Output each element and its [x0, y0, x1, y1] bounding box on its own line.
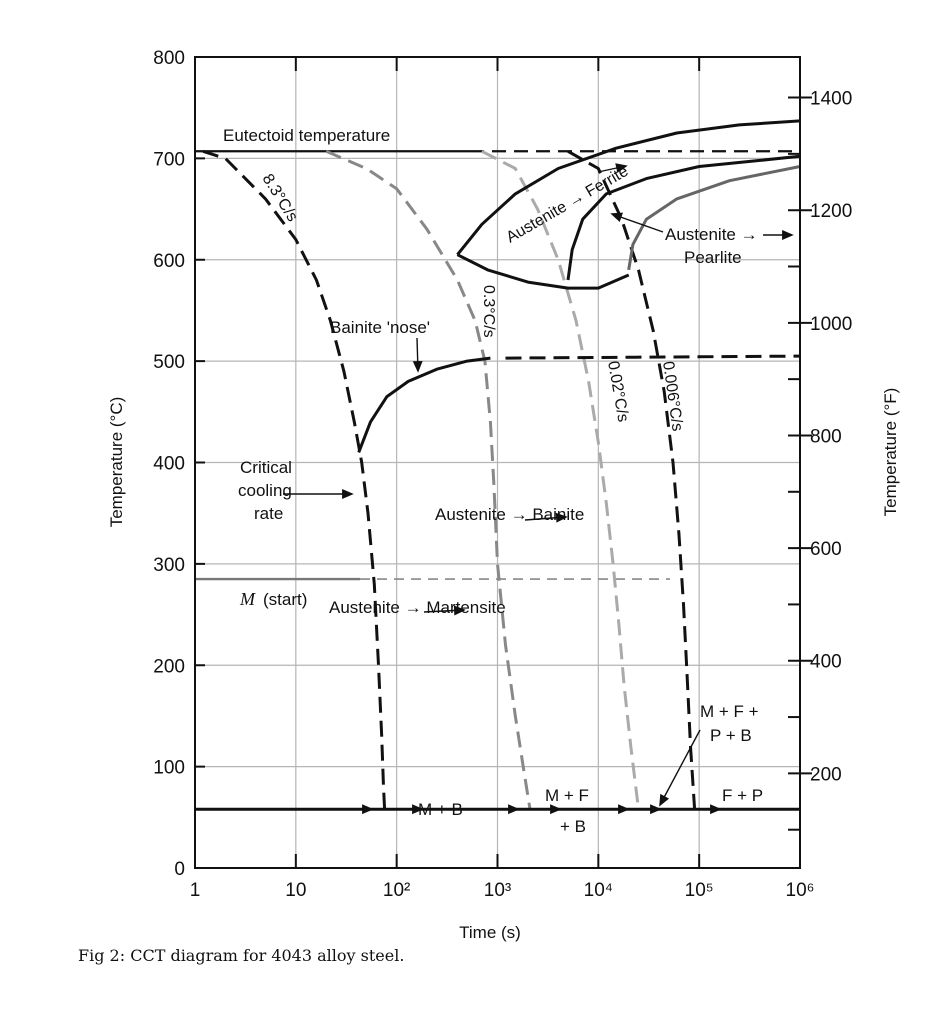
- arrow-austenite-pearlite-head: [782, 230, 794, 240]
- austenite-ferrite-label: Austenite → Ferrite: [504, 163, 632, 247]
- curve-4: [357, 356, 491, 453]
- mf-label-1: M + F: [545, 786, 589, 805]
- arrow-critical-rate-head: [342, 489, 354, 499]
- curve-1: [325, 149, 532, 810]
- austenite-martensite-label: Austenite → Martensite: [329, 598, 506, 617]
- austenite-bainite-label: Austenite → Bainite: [435, 505, 584, 524]
- figure-caption: Fig 2: CCT diagram for 4043 alloy steel.: [78, 946, 405, 965]
- critical-label-1: Critical: [240, 458, 292, 477]
- region-arrow-2-head: [508, 804, 520, 815]
- region-arrow-3-head: [550, 804, 562, 815]
- mfpb-label-2: P + B: [710, 726, 752, 745]
- arrow-mfpb-head: [659, 793, 670, 807]
- y-tick-label: 0: [174, 859, 185, 880]
- arrow-austenite-bainite-head: [555, 512, 568, 523]
- y-tick-label: 100: [153, 758, 185, 779]
- y2-tick-label: 600: [810, 539, 842, 560]
- y2-axis-label: Temperature (°F): [881, 388, 900, 517]
- y-tick-label: 200: [153, 656, 185, 677]
- ticks: 1 10 10² 10³ 10⁴ 10⁵ 10⁶ 0 100 200 300 400 500 600 700…: [153, 48, 852, 901]
- fp-label: F + P: [722, 786, 763, 805]
- austenite-pearlite-label-2: Pearlite: [684, 248, 742, 267]
- austenite-pearlite-label-1: Austenite →: [665, 225, 758, 244]
- y2-tick-label: 800: [810, 426, 842, 447]
- critical-label-2: cooling: [238, 481, 292, 500]
- curve-8: [566, 154, 801, 281]
- rate-0-02-label: 0.02°C/s: [604, 360, 631, 424]
- arrow-austenite-ferrite-head: [615, 163, 628, 173]
- critical-label-3: rate: [254, 504, 283, 523]
- y-tick-label: 400: [153, 454, 185, 475]
- y2-tick-label: 1400: [810, 89, 852, 110]
- bainite-nose-label: Bainite 'nose': [330, 318, 430, 337]
- curve-9: [627, 165, 801, 271]
- y-tick-label: 700: [153, 149, 185, 170]
- m-start-label: (start): [263, 590, 307, 609]
- rate-0-3-label: 0.3°C/s: [480, 285, 497, 338]
- x-tick-label: 1: [190, 880, 201, 901]
- curves: [195, 119, 801, 811]
- y-tick-label: 300: [153, 555, 185, 576]
- m-start-symbol: M: [239, 589, 256, 609]
- curve-7: [456, 253, 630, 290]
- y2-tick-label: 200: [810, 764, 842, 785]
- mf-label-2: + B: [560, 817, 586, 836]
- y2-tick-label: 400: [810, 652, 842, 673]
- y-axis-label: Temperature (°C): [107, 397, 126, 528]
- y-tick-label: 500: [153, 352, 185, 373]
- region-arrow-0-head: [362, 804, 374, 815]
- grid-lines: [195, 57, 800, 868]
- region-arrow-4-head: [618, 804, 630, 815]
- region-arrow-1-head: [412, 804, 424, 815]
- y2-tick-label: 1200: [810, 201, 852, 222]
- eutectoid-label: Eutectoid temperature: [223, 126, 390, 145]
- x-tick-label: 10³: [484, 880, 511, 901]
- y-tick-label: 600: [153, 251, 185, 272]
- arrow-bainite-nose-head: [412, 360, 423, 373]
- y-tick-label: 800: [153, 48, 185, 69]
- rate-0-006-label: 0.006°C/s: [659, 360, 686, 432]
- x-tick-label: 10⁵: [685, 880, 714, 901]
- x-tick-label: 10: [285, 880, 306, 901]
- x-tick-label: 10⁶: [786, 880, 815, 901]
- curve-5: [505, 354, 801, 360]
- arrow-austenite-martensite-head: [453, 605, 466, 616]
- arrows: [283, 163, 794, 815]
- x-tick-label: 10⁴: [584, 880, 613, 901]
- arrow-mfpb-shaft: [659, 729, 701, 806]
- region-arrow-5-head: [650, 804, 662, 815]
- y2-tick-label: 1000: [810, 314, 852, 335]
- x-tick-label: 10²: [383, 880, 410, 901]
- mb-label: M + B: [418, 800, 463, 819]
- curve-3: [567, 149, 697, 810]
- x-axis-label: Time (s): [459, 923, 521, 942]
- arrow-pearlite-curve-head: [610, 212, 623, 222]
- curve-0: [202, 149, 387, 810]
- mfpb-label-1: M + F +: [700, 702, 759, 721]
- curve-6: [456, 119, 801, 256]
- curve-2: [481, 149, 640, 810]
- region-arrow-6-head: [710, 804, 722, 815]
